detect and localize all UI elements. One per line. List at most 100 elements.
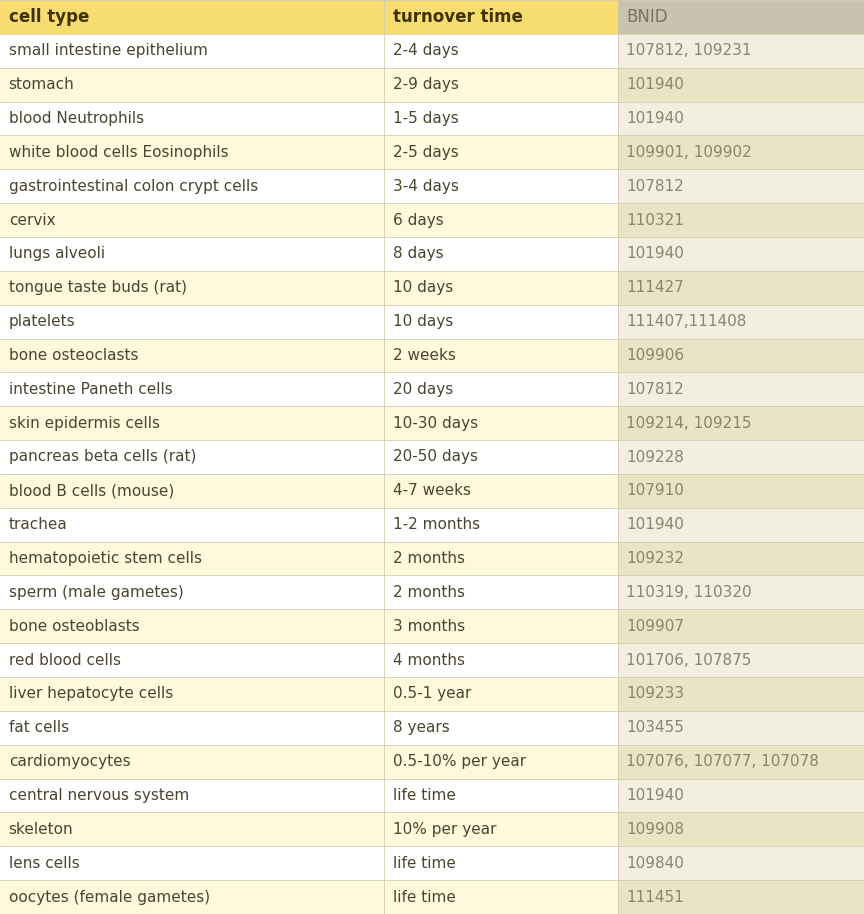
- Bar: [0, 237, 384, 271]
- Text: 109906: 109906: [626, 348, 684, 363]
- Text: 101706, 107875: 101706, 107875: [626, 653, 752, 667]
- Bar: [618, 135, 864, 169]
- Bar: [384, 846, 618, 880]
- Bar: [0, 0, 384, 34]
- Text: 109214, 109215: 109214, 109215: [626, 416, 752, 430]
- Text: 6 days: 6 days: [393, 213, 444, 228]
- Text: white blood cells Eosinophils: white blood cells Eosinophils: [9, 144, 228, 160]
- Text: 20 days: 20 days: [393, 382, 454, 397]
- Bar: [0, 474, 384, 508]
- Text: cervix: cervix: [9, 213, 55, 228]
- Text: life time: life time: [393, 889, 456, 905]
- Text: 109228: 109228: [626, 450, 684, 464]
- Bar: [384, 68, 618, 101]
- Text: 107910: 107910: [626, 484, 684, 498]
- Bar: [618, 474, 864, 508]
- Bar: [0, 711, 384, 745]
- Bar: [384, 440, 618, 474]
- Text: 101940: 101940: [626, 111, 684, 126]
- Text: 2-5 days: 2-5 days: [393, 144, 459, 160]
- Bar: [0, 846, 384, 880]
- Text: 111407,111408: 111407,111408: [626, 314, 746, 329]
- Text: 10 days: 10 days: [393, 314, 454, 329]
- Bar: [618, 643, 864, 677]
- Text: 101940: 101940: [626, 788, 684, 803]
- Text: 110319, 110320: 110319, 110320: [626, 585, 752, 600]
- Bar: [384, 474, 618, 508]
- Bar: [618, 237, 864, 271]
- Text: 8 days: 8 days: [393, 247, 444, 261]
- Bar: [618, 169, 864, 203]
- Text: 103455: 103455: [626, 720, 684, 736]
- Bar: [618, 880, 864, 914]
- Text: tongue taste buds (rat): tongue taste buds (rat): [9, 281, 187, 295]
- Bar: [618, 101, 864, 135]
- Bar: [0, 271, 384, 304]
- Bar: [384, 779, 618, 813]
- Bar: [384, 745, 618, 779]
- Text: 4 months: 4 months: [393, 653, 465, 667]
- Text: 107812: 107812: [626, 382, 684, 397]
- Bar: [0, 880, 384, 914]
- Text: 20-50 days: 20-50 days: [393, 450, 478, 464]
- Text: bone osteoclasts: bone osteoclasts: [9, 348, 138, 363]
- Bar: [384, 677, 618, 711]
- Text: turnover time: turnover time: [393, 8, 523, 26]
- Bar: [618, 203, 864, 237]
- Bar: [618, 34, 864, 68]
- Bar: [384, 0, 618, 34]
- Bar: [618, 338, 864, 372]
- Bar: [384, 406, 618, 440]
- Bar: [0, 440, 384, 474]
- Text: 101940: 101940: [626, 517, 684, 532]
- Bar: [0, 610, 384, 643]
- Bar: [0, 169, 384, 203]
- Text: 111451: 111451: [626, 889, 684, 905]
- Bar: [384, 576, 618, 610]
- Bar: [384, 203, 618, 237]
- Text: 2-9 days: 2-9 days: [393, 77, 459, 92]
- Bar: [0, 779, 384, 813]
- Text: 10% per year: 10% per year: [393, 822, 497, 837]
- Bar: [618, 610, 864, 643]
- Text: 101940: 101940: [626, 77, 684, 92]
- Bar: [0, 406, 384, 440]
- Bar: [384, 237, 618, 271]
- Text: 8 years: 8 years: [393, 720, 450, 736]
- Bar: [0, 203, 384, 237]
- Text: 111427: 111427: [626, 281, 684, 295]
- Bar: [0, 372, 384, 406]
- Bar: [384, 271, 618, 304]
- Bar: [618, 677, 864, 711]
- Bar: [618, 846, 864, 880]
- Text: 2 weeks: 2 weeks: [393, 348, 456, 363]
- Text: 109901, 109902: 109901, 109902: [626, 144, 753, 160]
- Text: trachea: trachea: [9, 517, 67, 532]
- Text: bone osteoblasts: bone osteoblasts: [9, 619, 139, 633]
- Text: 10-30 days: 10-30 days: [393, 416, 479, 430]
- Text: 4-7 weeks: 4-7 weeks: [393, 484, 471, 498]
- Bar: [618, 304, 864, 338]
- Bar: [0, 813, 384, 846]
- Bar: [0, 68, 384, 101]
- Bar: [384, 338, 618, 372]
- Text: 1-2 months: 1-2 months: [393, 517, 480, 532]
- Bar: [618, 745, 864, 779]
- Bar: [0, 34, 384, 68]
- Text: 101940: 101940: [626, 247, 684, 261]
- Bar: [618, 0, 864, 34]
- Text: hematopoietic stem cells: hematopoietic stem cells: [9, 551, 201, 566]
- Bar: [384, 34, 618, 68]
- Text: stomach: stomach: [9, 77, 74, 92]
- Bar: [0, 304, 384, 338]
- Bar: [618, 440, 864, 474]
- Bar: [618, 271, 864, 304]
- Bar: [384, 542, 618, 576]
- Bar: [618, 779, 864, 813]
- Text: small intestine epithelium: small intestine epithelium: [9, 43, 207, 58]
- Text: pancreas beta cells (rat): pancreas beta cells (rat): [9, 450, 196, 464]
- Bar: [384, 880, 618, 914]
- Bar: [618, 68, 864, 101]
- Bar: [618, 508, 864, 542]
- Bar: [618, 372, 864, 406]
